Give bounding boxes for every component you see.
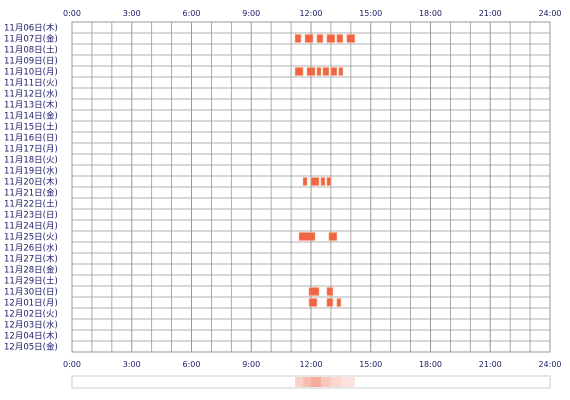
activity-segment [294, 67, 304, 76]
density-segment [320, 377, 331, 387]
time-tick-label: 0:00 [63, 9, 81, 18]
date-label: 11月12日(水) [4, 89, 58, 100]
activity-segment [326, 34, 336, 43]
date-label: 11月29日(土) [4, 276, 58, 287]
date-label: 11月24日(月) [4, 222, 58, 232]
time-tick-label: 21:00 [479, 9, 502, 18]
chart-grid [71, 21, 551, 353]
time-tick-label: 15:00 [359, 360, 382, 369]
time-tick-label: 9:00 [242, 9, 260, 18]
activity-segment [322, 67, 330, 76]
time-tick-label: 6:00 [183, 360, 201, 369]
activity-segment [320, 177, 326, 186]
density-segment [330, 377, 341, 387]
date-label: 11月11日(火) [4, 79, 58, 89]
time-tick-label: 15:00 [359, 9, 382, 18]
date-label: 11月19日(水) [4, 166, 58, 177]
date-label: 11月20日(木) [4, 177, 58, 188]
date-labels: 11月06日(木)11月07日(金)11月08日(土)11月09日(日)11月1… [4, 23, 58, 353]
date-label: 11月10日(月) [4, 68, 58, 78]
activity-segment [326, 287, 334, 296]
date-label: 11月16日(日) [4, 134, 58, 144]
density-segment [340, 377, 355, 387]
activity-segment [328, 232, 338, 241]
time-tick-label: 3:00 [123, 9, 141, 18]
time-tick-label: 12:00 [299, 360, 322, 369]
time-tick-label: 24:00 [538, 360, 561, 369]
time-tick-label: 12:00 [299, 9, 322, 18]
date-label: 11月26日(水) [4, 243, 58, 254]
time-tick-label: 24:00 [538, 9, 561, 18]
activity-segment [308, 287, 320, 296]
date-label: 11月09日(日) [4, 57, 58, 67]
date-label: 11月18日(火) [4, 156, 58, 166]
density-segment [311, 377, 321, 387]
density-strip [71, 375, 551, 389]
time-tick-label: 0:00 [63, 360, 81, 369]
activity-segment [326, 177, 332, 186]
density-segment [303, 377, 311, 387]
activity-segment [336, 298, 342, 307]
top-time-axis: 0:00 3:00 6:00 9:00 12:00 15:00 18:00 21:00 24:0… [63, 9, 562, 18]
date-label: 12月04日(木) [4, 331, 58, 342]
date-label: 11月21日(金) [4, 188, 58, 199]
date-label: 11月07日(金) [4, 34, 58, 45]
bottom-time-axis: 0:00 3:00 6:00 9:00 12:00 15:00 18:00 21:00 24:0… [63, 360, 562, 369]
time-tick-label: 18:00 [419, 360, 442, 369]
activity-segment [302, 177, 308, 186]
activity-segment [338, 67, 344, 76]
date-label: 11月25日(火) [4, 233, 58, 243]
date-label: 11月17日(月) [4, 145, 58, 155]
date-label: 12月02日(火) [4, 310, 58, 320]
date-label: 11月28日(金) [4, 265, 58, 276]
time-tick-label: 6:00 [183, 9, 201, 18]
activity-segment [316, 34, 324, 43]
activity-segment [298, 232, 316, 241]
density-segment [295, 377, 304, 387]
activity-segment [336, 34, 344, 43]
date-label: 11月30日(日) [4, 288, 58, 298]
activity-bars [294, 34, 356, 307]
activity-segment [326, 298, 334, 307]
date-label: 11月06日(木) [4, 23, 58, 34]
date-label: 11月15日(土) [4, 122, 58, 133]
activity-segment [306, 67, 316, 76]
activity-segment [330, 67, 338, 76]
activity-segment [346, 34, 356, 43]
date-label: 11月22日(土) [4, 199, 58, 210]
date-label: 12月01日(月) [4, 299, 58, 309]
activity-segment [316, 67, 322, 76]
date-label: 12月03日(水) [4, 320, 58, 331]
date-label: 11月13日(木) [4, 100, 58, 111]
activity-segment [304, 34, 314, 43]
activity-segment [294, 34, 302, 43]
date-label: 11月14日(金) [4, 111, 58, 122]
date-label: 11月08日(土) [4, 45, 58, 56]
activity-segment [310, 177, 320, 186]
activity-segment [308, 298, 318, 307]
date-label: 12月05日(金) [4, 342, 58, 353]
time-tick-label: 18:00 [419, 9, 442, 18]
time-tick-label: 3:00 [123, 360, 141, 369]
date-label: 11月27日(木) [4, 254, 58, 265]
date-label: 11月23日(日) [4, 211, 58, 221]
time-tick-label: 21:00 [479, 360, 502, 369]
time-tick-label: 9:00 [242, 360, 260, 369]
